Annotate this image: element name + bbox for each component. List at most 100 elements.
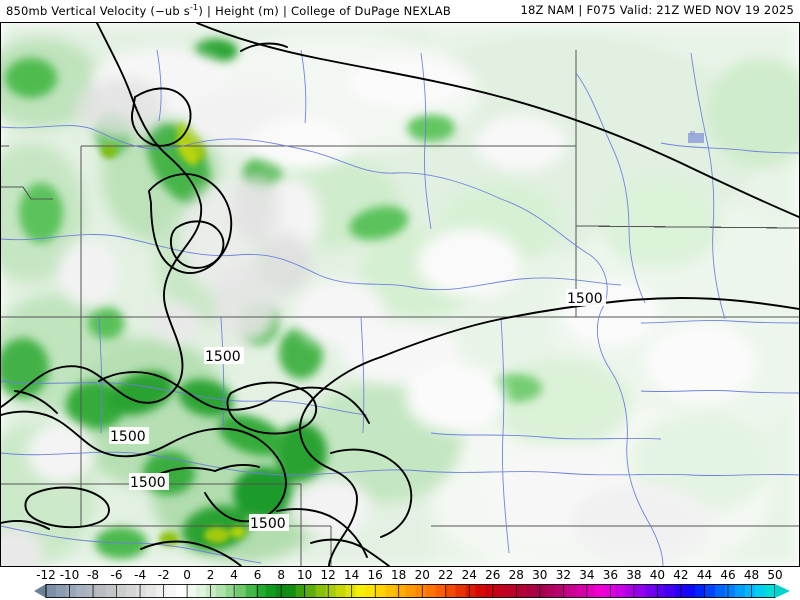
- colorbar-tick-label: 22: [438, 568, 454, 582]
- colorbar-tick-label: 32: [555, 568, 572, 582]
- header-separator-1: |: [207, 3, 212, 18]
- colorbar-tick-label: 26: [485, 568, 501, 582]
- colorbar-swatch: [315, 584, 327, 598]
- colorbar-swatch: [265, 584, 277, 598]
- colorbar-tick-label: 30: [532, 568, 548, 582]
- colorbar[interactable]: -12 -10 -8 -6 -4 -2 0 2 4 6 8 10 12 14 16 18 20 22 24 26 28 3…: [0, 568, 800, 600]
- source-label: College of DuPage NEXLAB: [291, 3, 451, 18]
- field-label-tail: ): [198, 3, 204, 18]
- colorbar-extend-left: [34, 584, 46, 598]
- contour-label-text: 1500: [110, 429, 146, 445]
- colorbar-tick-label: 36: [602, 568, 619, 582]
- contour-label: 1500: [249, 514, 289, 532]
- colorbar-swatch: [455, 584, 466, 598]
- colorbar-swatch: [75, 584, 87, 598]
- contour-label: 1500: [204, 347, 244, 365]
- colorbar-swatch: [185, 584, 197, 598]
- colorbar-swatch: [235, 584, 247, 598]
- colorbar-swatch: [445, 584, 456, 598]
- colorbar-swatch: [525, 584, 536, 598]
- colorbar-swatch: [415, 584, 426, 598]
- colorbar-swatch: [175, 584, 187, 598]
- colorbar-tick-label: 12: [320, 568, 336, 582]
- colorbar-swatch: [225, 584, 237, 598]
- colorbar-swatch: [705, 584, 716, 598]
- header-separator-3: |: [578, 3, 583, 17]
- colorbar-swatch: [135, 584, 147, 598]
- colorbar-swatch: [95, 584, 107, 598]
- colorbar-swatch: [555, 584, 566, 598]
- colorbar-tick-label: -12: [36, 568, 56, 582]
- colorbar-strip[interactable]: [0, 584, 800, 598]
- contour-label-text: 1500: [130, 475, 166, 491]
- colorbar-swatch: [405, 584, 416, 598]
- field-exponent: -1: [189, 3, 199, 12]
- colorbar-tick-label: -10: [59, 568, 80, 582]
- header-left-title: 850mb Vertical Velocity (−ub s-1) | Height…: [6, 3, 451, 18]
- colorbar-swatch: [65, 584, 77, 598]
- colorbar-swatch: [285, 584, 297, 598]
- colorbar-swatch: [485, 584, 496, 598]
- colorbar-swatch: [425, 584, 436, 598]
- colorbar-swatch: [325, 584, 337, 598]
- contour-label: 1500: [129, 473, 169, 491]
- colorbar-swatch: [355, 584, 366, 598]
- colorbar-tick-label: -4: [134, 568, 147, 582]
- colorbar-tick-label: 46: [720, 568, 736, 582]
- colorbar-swatch: [495, 584, 506, 598]
- colorbar-tick-label: 20: [414, 568, 430, 582]
- map-panel[interactable]: 1500 1500 1500 1500: [0, 22, 800, 567]
- colorbar-swatch: [165, 584, 177, 598]
- colorbar-tick-label: 14: [344, 568, 360, 582]
- colorbar-extend-right: [775, 584, 790, 598]
- colorbar-swatch: [515, 584, 526, 598]
- colorbar-tick-label: 34: [579, 568, 595, 582]
- colorbar-swatch: [395, 584, 406, 598]
- colorbar-swatch: [385, 584, 396, 598]
- colorbar-swatch: [85, 584, 97, 598]
- colorbar-swatch: [615, 584, 626, 598]
- colorbar-tick-label: 40: [649, 568, 666, 582]
- colorbar-swatch: [475, 584, 486, 598]
- contour-label-group: 1500 1500 1500 1500: [109, 289, 606, 532]
- colorbar-tick-label: 2: [206, 568, 215, 582]
- colorbar-swatch: [205, 584, 217, 598]
- colorbar-swatch: [565, 584, 576, 598]
- colorbar-tick-label: 42: [673, 568, 689, 582]
- rivers-and-roads: [1, 49, 799, 566]
- colorbar-swatch: [635, 584, 646, 598]
- colorbar-tick-label: -2: [157, 568, 170, 582]
- colorbar-swatch: [305, 584, 317, 598]
- colorbar-swatch: [295, 584, 307, 598]
- field-label: 850mb Vertical Velocity (−ub s: [6, 3, 190, 18]
- colorbar-swatch: [335, 584, 346, 598]
- colorbar-tick-label: 8: [277, 568, 286, 582]
- model-field-map: 1500 1500 1500 1500: [1, 23, 799, 566]
- valid-time-label: F075 Valid: 21Z WED NOV 19 2025: [586, 3, 794, 17]
- colorbar-swatch: [645, 584, 656, 598]
- colorbar-swatch: [365, 584, 376, 598]
- colorbar-tick-label: -6: [110, 568, 123, 582]
- colorbar-tick-label: 10: [297, 568, 313, 582]
- colorbar-swatch: [695, 584, 706, 598]
- contour-label: 1500: [566, 289, 606, 307]
- colorbar-swatch: [745, 584, 756, 598]
- colorbar-swatch: [665, 584, 676, 598]
- contour-label-text: 1500: [205, 349, 241, 365]
- colorbar-tick-labels: -12 -10 -8 -6 -4 -2 0 2 4 6 8 10 12 14 16 18 20 22 24 26 28 3…: [0, 568, 800, 583]
- colorbar-tick-label: 44: [696, 568, 713, 582]
- colorbar-swatch: [545, 584, 556, 598]
- colorbar-swatch: [375, 584, 386, 598]
- header-separator-2: |: [282, 3, 288, 18]
- colorbar-tick-label: 24: [461, 568, 477, 582]
- colorbar-swatches: [34, 584, 790, 598]
- colorbar-swatch: [125, 584, 137, 598]
- colorbar-swatch: [465, 584, 476, 598]
- colorbar-swatch: [675, 584, 686, 598]
- colorbar-tick-label: 18: [391, 568, 407, 582]
- colorbar-tick-label: 6: [253, 568, 262, 582]
- colorbar-swatch: [46, 584, 57, 598]
- colorbar-tick-label: -8: [87, 568, 99, 582]
- colorbar-swatch: [195, 584, 207, 598]
